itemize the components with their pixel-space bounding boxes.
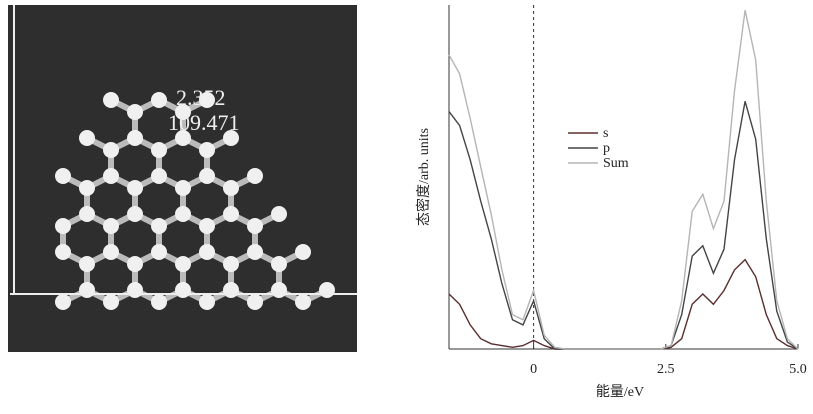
atom [271,256,287,272]
atom [175,206,191,222]
atom [151,244,167,260]
atom [151,294,167,310]
legend-label: p [603,141,610,156]
atom [55,218,71,234]
atom [295,244,311,260]
series-line [448,10,799,350]
atom [175,180,191,196]
series-line [448,258,799,350]
atom [175,104,191,120]
atom [151,92,167,108]
atom [103,92,119,108]
atom [151,142,167,158]
atom [247,244,263,260]
atom [103,168,119,184]
atom [175,282,191,298]
atom [127,256,143,272]
atom [271,282,287,298]
atom [103,294,119,310]
bond-angle: 109.471 [168,110,240,135]
atom [103,218,119,234]
atom [199,294,215,310]
y-axis-label: 态密度/arb. units [415,128,432,226]
atom [175,256,191,272]
atom [271,206,287,222]
atom [223,256,239,272]
x-tick-label: 5.0 [789,362,807,377]
atom [151,168,167,184]
atom [247,168,263,184]
atom [223,282,239,298]
atom [103,142,119,158]
atom [199,218,215,234]
legend-label: Sum [603,156,629,171]
atom [199,142,215,158]
atom [247,294,263,310]
atom [79,256,95,272]
x-tick-label: 0 [530,362,537,377]
atom [79,282,95,298]
x-tick-label: 2.5 [657,362,675,377]
atom [199,244,215,260]
atom [79,130,95,146]
atom [79,180,95,196]
atom [151,218,167,234]
atom [199,168,215,184]
atom [127,180,143,196]
atom [223,130,239,146]
atom [55,294,71,310]
atom [319,282,335,298]
atom [223,206,239,222]
legend-label: s [603,126,608,141]
atom [247,218,263,234]
atom [103,244,119,260]
atom [295,294,311,310]
atom [175,130,191,146]
series-line [448,101,799,350]
atom [199,92,215,108]
atom [127,130,143,146]
atom [127,282,143,298]
x-axis-label: 能量/eV [596,384,644,400]
atom [127,104,143,120]
atom [223,180,239,196]
bond-length: 2.352 [176,85,226,110]
atom [79,206,95,222]
atom [55,244,71,260]
lattice [55,92,335,310]
atom [127,206,143,222]
atom [55,168,71,184]
